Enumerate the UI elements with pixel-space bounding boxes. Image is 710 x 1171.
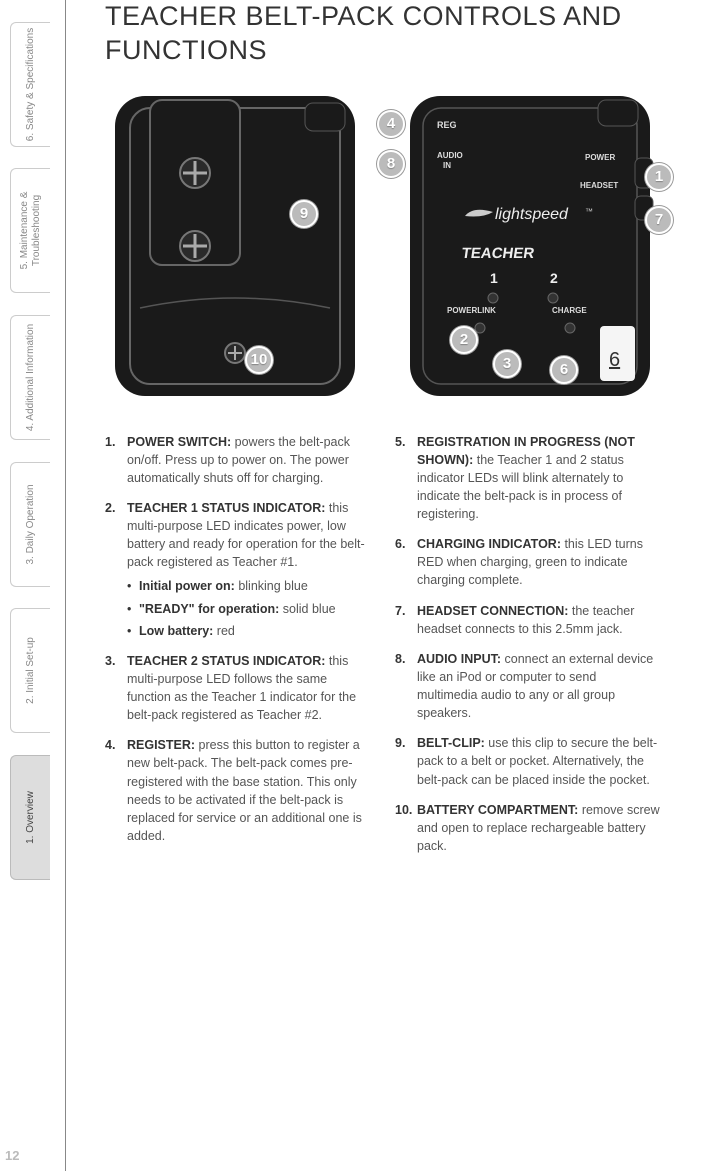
device-back-figure: 9 10 <box>105 88 365 408</box>
sub-term: Low battery: <box>139 624 213 638</box>
side-tabs: 6. Safety & Specifications 5. Maintenance… <box>0 0 60 1171</box>
list-item: 8.AUDIO INPUT: connect an external devic… <box>395 650 660 723</box>
nav-tab[interactable]: 3. Daily Operation <box>10 462 50 587</box>
item-term: HEADSET CONNECTION: <box>417 604 568 618</box>
list-item: 2.TEACHER 1 STATUS INDICATOR: this multi… <box>105 499 370 640</box>
item-term: TEACHER 2 STATUS INDICATOR: <box>127 654 325 668</box>
svg-text:1: 1 <box>490 270 498 286</box>
main-content: TEACHER BELT-PACK CONTROLS AND FUNCTIONS <box>75 0 690 867</box>
sub-list: Initial power on: blinking blue "READY" f… <box>127 577 370 639</box>
callout-badge-9: 9 <box>290 200 318 228</box>
list-item: 1.POWER SWITCH: powers the belt-pack on/… <box>105 433 370 487</box>
sub-desc: blinking blue <box>235 579 308 593</box>
text-columns: 1.POWER SWITCH: powers the belt-pack on/… <box>75 408 690 868</box>
svg-text:CHARGE: CHARGE <box>552 306 587 315</box>
nav-tab[interactable]: 5. Maintenance & Troubleshooting <box>10 168 50 293</box>
left-column: 1.POWER SWITCH: powers the belt-pack on/… <box>105 433 370 868</box>
item-desc: press this button to register a new belt… <box>127 738 362 843</box>
list-item: 4. REGISTER: press this button to registe… <box>105 736 370 845</box>
item-number: 1. <box>105 433 115 451</box>
callout-badge-1: 1 <box>645 163 673 191</box>
sub-item: Low battery: red <box>127 622 370 640</box>
svg-text:IN: IN <box>443 161 451 170</box>
svg-text:TEACHER: TEACHER <box>461 245 536 262</box>
list-item: 10.BATTERY COMPARTMENT: remove screw and… <box>395 801 660 855</box>
item-term: BATTERY COMPARTMENT: <box>417 803 578 817</box>
nav-tab[interactable]: 4. Additional Information <box>10 315 50 440</box>
callout-badge-10: 10 <box>245 346 273 374</box>
svg-text:HEADSET: HEADSET <box>580 181 618 190</box>
item-number: 9. <box>395 734 405 752</box>
item-term: AUDIO INPUT: <box>417 652 501 666</box>
item-term: TEACHER 1 STATUS INDICATOR: <box>127 501 325 515</box>
svg-text:POWER: POWER <box>585 153 615 162</box>
item-term: REGISTER: <box>127 738 195 752</box>
list-item: 9.BELT-CLIP: use this clip to secure the… <box>395 734 660 788</box>
sub-term: "READY" for operation: <box>139 602 279 616</box>
item-number: 10. <box>395 801 412 819</box>
sub-desc: red <box>213 624 235 638</box>
nav-tab[interactable]: 1. Overview <box>10 755 50 880</box>
nav-tab[interactable]: 6. Safety & Specifications <box>10 22 50 147</box>
svg-text:2: 2 <box>550 270 558 286</box>
item-number: 3. <box>105 652 115 670</box>
figures-row: 910 REG AUDIO IN POWER HEADSET ligh <box>75 68 690 408</box>
sub-item: Initial power on: blinking blue <box>127 577 370 595</box>
item-number: 2. <box>105 499 115 517</box>
separator-line <box>65 0 66 1171</box>
item-number: 5. <box>395 433 405 451</box>
right-column: 5.REGISTRATION IN PROGRESS (NOT SHOWN): … <box>395 433 660 868</box>
sub-desc: solid blue <box>279 602 335 616</box>
item-term: POWER SWITCH: <box>127 435 231 449</box>
sub-item: "READY" for operation: solid blue <box>127 600 370 618</box>
page-title: TEACHER BELT-PACK CONTROLS AND FUNCTIONS <box>75 0 690 68</box>
svg-text:REG: REG <box>437 120 457 130</box>
device-front-figure: REG AUDIO IN POWER HEADSET lightspeed ™ … <box>395 88 665 408</box>
device-back-svg <box>105 88 365 408</box>
list-item: 6.CHARGING INDICATOR: this LED turns RED… <box>395 535 660 589</box>
list-item: 3.TEACHER 2 STATUS INDICATOR: this multi… <box>105 652 370 725</box>
item-term: CHARGING INDICATOR: <box>417 537 561 551</box>
device-front-svg: REG AUDIO IN POWER HEADSET lightspeed ™ … <box>395 88 665 408</box>
item-number: 8. <box>395 650 405 668</box>
svg-text:lightspeed: lightspeed <box>495 206 569 223</box>
item-number: 7. <box>395 602 405 620</box>
svg-text:6: 6 <box>609 349 620 371</box>
page-number: 12 <box>5 1148 19 1163</box>
callout-badge-6: 6 <box>550 356 578 384</box>
svg-text:AUDIO: AUDIO <box>437 151 463 160</box>
callout-badge-4: 4 <box>377 110 405 138</box>
item-term: BELT-CLIP: <box>417 736 485 750</box>
list-item: 5.REGISTRATION IN PROGRESS (NOT SHOWN): … <box>395 433 660 524</box>
item-number: 6. <box>395 535 405 553</box>
item-number: 4. <box>105 736 115 754</box>
list-item: 7.HEADSET CONNECTION: the teacher headse… <box>395 602 660 638</box>
sub-term: Initial power on: <box>139 579 235 593</box>
callout-badge-7: 7 <box>645 206 673 234</box>
callout-badge-2: 2 <box>450 326 478 354</box>
callout-badge-8: 8 <box>377 150 405 178</box>
svg-text:™: ™ <box>585 207 593 216</box>
svg-text:POWERLINK: POWERLINK <box>447 306 496 315</box>
nav-tab[interactable]: 2. Initial Set-up <box>10 608 50 733</box>
callout-badge-3: 3 <box>493 350 521 378</box>
